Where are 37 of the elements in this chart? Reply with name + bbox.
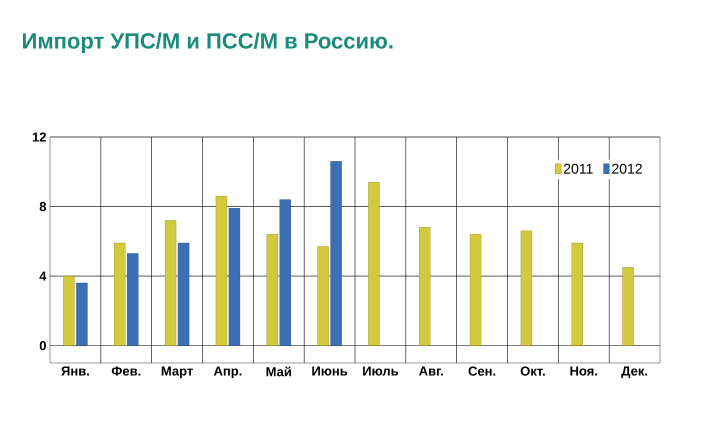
bar [76,282,88,346]
bar [228,208,240,346]
x-tick-label: Март [162,366,193,378]
x-tick-label: Окт. [520,366,545,376]
bar [216,196,228,346]
bar [368,182,380,346]
x-tick-label: Авг. [419,366,443,376]
x-tick-label: Ноя. [570,366,598,376]
bar [63,276,75,346]
legend-label: 2011 [564,164,593,174]
y-tick-label: 8 [40,202,46,212]
bar [330,161,342,346]
x-tick-label: Сен. [468,366,496,376]
x-tick-label: Дек. [621,366,648,378]
bar [317,246,329,346]
x-tick-label: Июль [363,366,398,376]
bar [280,199,291,346]
x-tick-label: Янв. [61,366,89,376]
legend-label: 2012 [612,164,642,174]
bar [622,267,634,346]
bar [572,242,583,346]
y-tick-label: 0 [40,341,46,350]
bar [266,234,278,346]
bar [520,230,532,346]
x-tick-label: Июнь [312,366,348,376]
y-tick-label: 12 [32,132,46,142]
bar [127,253,138,346]
y-tick-label: 4 [39,272,46,281]
bar [164,220,176,346]
chart-title: Импорт УПС/М и ПСС/М в Россию. [22,32,392,54]
bar [470,234,482,346]
x-tick-label: Фев. [112,366,140,376]
x-tick-label: Апр. [214,366,242,378]
bar [178,242,190,346]
bar [419,227,430,346]
x-tick-label: Май [266,366,291,376]
bar [114,242,126,346]
